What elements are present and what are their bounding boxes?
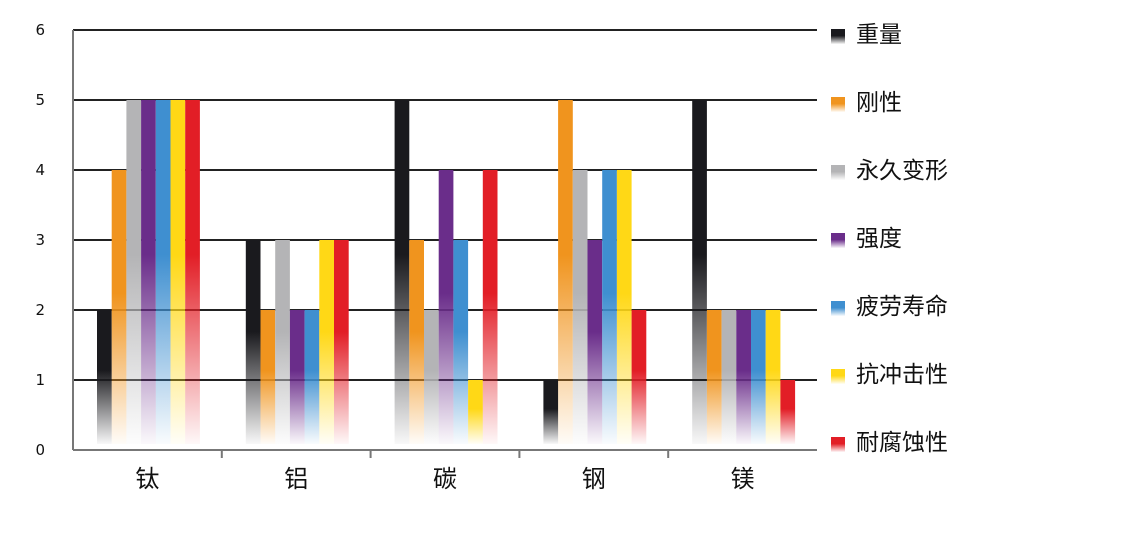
bar (245, 240, 261, 444)
bar (706, 310, 722, 444)
y-tick-label: 6 (35, 21, 45, 39)
legend-label: 重量 (856, 22, 902, 48)
y-tick-label: 0 (35, 441, 45, 459)
bar (587, 240, 603, 444)
bar (482, 170, 498, 444)
legend-label: 强度 (856, 226, 902, 252)
legend-item: 永久变形 (831, 158, 948, 184)
legend-item: 疲劳寿命 (831, 294, 948, 320)
legend-item: 强度 (831, 226, 902, 252)
bar (141, 100, 156, 444)
x-tick-label: 碳 (433, 465, 457, 493)
x-tick-label: 铝 (284, 465, 308, 493)
bar (558, 100, 573, 444)
bar (97, 310, 112, 444)
bar (111, 170, 127, 444)
bar (572, 170, 588, 444)
bar (260, 310, 276, 444)
legend-swatch (831, 301, 845, 316)
legend-item: 耐腐蚀性 (831, 430, 948, 456)
y-tick-label: 3 (35, 231, 45, 249)
bar (170, 100, 186, 444)
legend-item: 重量 (831, 22, 902, 48)
bar (765, 310, 781, 444)
legend-swatch (831, 369, 845, 384)
legend-swatch (831, 29, 845, 44)
bar (409, 240, 424, 444)
x-tick-label: 钛 (135, 465, 159, 493)
y-tick-label: 1 (35, 371, 45, 389)
bar (155, 100, 171, 444)
bar (721, 310, 737, 444)
bar (543, 380, 559, 444)
bar (453, 240, 469, 444)
legend-swatch (831, 233, 845, 248)
y-tick-label: 5 (35, 91, 45, 109)
y-tick-label: 2 (35, 301, 45, 319)
bar (424, 310, 439, 444)
bar (394, 100, 410, 444)
bar (289, 310, 305, 444)
bar (736, 310, 751, 444)
legend-item: 刚性 (831, 90, 902, 116)
bar (602, 170, 617, 444)
legend-swatch (831, 437, 845, 452)
legend-swatch (831, 165, 845, 180)
bar (616, 170, 632, 444)
x-tick-label: 镁 (731, 465, 755, 493)
bar (275, 240, 290, 444)
legend-swatch (831, 97, 845, 112)
bar (780, 380, 796, 444)
bar (631, 310, 647, 444)
legend-label: 刚性 (856, 90, 902, 116)
legend-label: 永久变形 (856, 158, 948, 184)
bar (304, 310, 320, 444)
x-tick-label: 钢 (582, 465, 606, 493)
bar (334, 240, 349, 444)
bar (438, 170, 454, 444)
legend-label: 抗冲击性 (856, 362, 948, 388)
legend-item: 抗冲击性 (831, 362, 948, 388)
bar (468, 380, 483, 444)
bar (126, 100, 142, 444)
bar (692, 100, 707, 444)
y-tick-label: 4 (35, 161, 45, 179)
legend-label: 疲劳寿命 (856, 294, 948, 320)
bar (751, 310, 766, 444)
bar (185, 100, 200, 444)
legend-label: 耐腐蚀性 (856, 430, 948, 456)
bar (319, 240, 334, 444)
